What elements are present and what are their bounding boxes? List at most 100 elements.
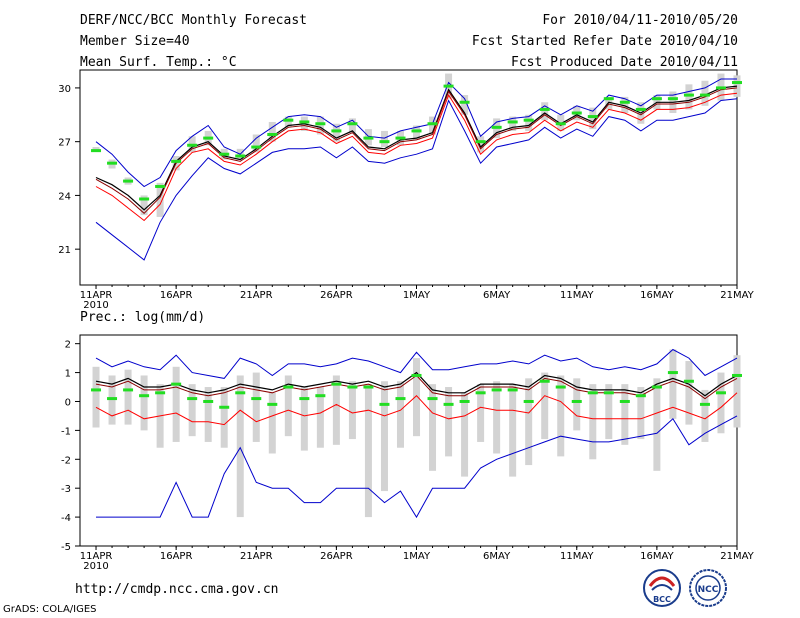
spread-box — [364, 384, 372, 518]
spread-box — [156, 182, 164, 217]
spread-box — [252, 134, 260, 153]
spread-box — [268, 392, 276, 454]
x-tick-label: 21APR — [240, 551, 273, 562]
y-tick-label: 0 — [65, 397, 71, 408]
y-tick-label: 24 — [58, 191, 71, 202]
ncc-logo: NCC — [689, 569, 727, 607]
marker-point — [475, 140, 486, 144]
spread-box — [685, 361, 693, 425]
chart-title: DERF/NCC/BCC Monthly Forecast — [80, 13, 307, 28]
spread-box — [380, 381, 388, 492]
marker-point — [732, 373, 742, 377]
marker-point — [603, 391, 614, 395]
marker-point — [235, 154, 246, 158]
spread-box — [268, 121, 276, 142]
marker-point — [155, 184, 166, 188]
spread-box — [621, 384, 629, 445]
x-tick-label: 1MAY — [403, 551, 431, 562]
marker-point — [571, 399, 582, 403]
marker-point — [619, 399, 630, 403]
spread-box — [589, 384, 597, 460]
marker-point — [139, 394, 150, 398]
series-mean-line — [95, 85, 738, 211]
spread-box — [300, 387, 308, 451]
marker-point — [651, 385, 662, 389]
spread-box — [429, 116, 437, 135]
spread-box — [348, 381, 356, 440]
spread-box — [509, 384, 517, 477]
marker-point — [379, 402, 390, 406]
spread-box — [92, 147, 100, 151]
marker-point — [155, 391, 166, 395]
spread-box — [669, 349, 677, 419]
spread-box — [140, 195, 148, 216]
y-tick-label: -4 — [61, 513, 71, 524]
marker-point — [683, 379, 694, 383]
marker-point — [187, 143, 198, 147]
spread-box — [172, 366, 180, 442]
marker-point — [555, 122, 566, 126]
marker-point — [267, 133, 278, 136]
spread-box — [605, 384, 613, 440]
variable-label: Mean Surf. Temp.: °C — [80, 55, 237, 70]
x-tick-label: 6MAY — [483, 551, 511, 562]
marker-point — [523, 118, 534, 122]
series-median-line — [95, 87, 738, 214]
spread-box — [621, 96, 629, 113]
spread-box — [348, 118, 356, 133]
x-tick-label: 16MAY — [640, 290, 674, 301]
forecast-period: For 2010/04/11-2010/05/20 — [542, 13, 738, 28]
spread-box — [653, 378, 661, 471]
spread-box — [252, 372, 260, 442]
marker-point — [411, 129, 422, 133]
x-tick-label: 21APR — [240, 290, 273, 301]
y-tick-label: 2 — [65, 340, 71, 351]
marker-point — [395, 397, 406, 401]
spread-box — [220, 387, 228, 448]
y-tick-label: 1 — [65, 369, 71, 380]
marker-point — [683, 93, 694, 97]
spread-box — [204, 387, 212, 442]
y-tick-label: -5 — [61, 542, 71, 553]
spread-box — [236, 375, 244, 518]
spread-box — [573, 378, 581, 431]
marker-point — [107, 397, 118, 401]
spread-box — [396, 381, 404, 448]
marker-point — [427, 122, 438, 126]
spread-box — [493, 381, 501, 454]
spread-box — [685, 84, 693, 110]
spread-box — [477, 136, 485, 153]
marker-point — [619, 100, 630, 104]
plot-frame — [79, 334, 738, 547]
series-min-line — [95, 98, 738, 261]
x-tick-label: 11MAY — [560, 290, 594, 301]
marker-point — [267, 402, 278, 406]
x-tick-label: 26APR — [320, 551, 353, 562]
ncc-logo-text: NCC — [698, 585, 719, 595]
x-tick-label: 21MAY — [720, 290, 754, 301]
marker-point — [587, 391, 598, 395]
spread-box — [477, 384, 485, 442]
marker-point — [539, 107, 550, 111]
marker-point — [203, 136, 214, 140]
marker-point — [219, 405, 230, 409]
spread-box — [413, 125, 421, 140]
marker-point — [187, 397, 198, 401]
spread-box — [445, 387, 453, 457]
marker-point — [411, 373, 422, 377]
marker-point — [331, 129, 342, 133]
precip-label: Prec.: log(mm/d) — [80, 310, 206, 325]
marker-point — [395, 136, 406, 140]
x-tick-label: 11APR — [80, 290, 113, 301]
x-tick-year-label: 2010 — [83, 561, 108, 572]
marker-point — [315, 122, 326, 126]
spread-box — [332, 123, 340, 142]
marker-point — [507, 120, 518, 124]
x-tick-label: 16MAY — [640, 551, 674, 562]
marker-point — [363, 136, 374, 140]
header-right: For 2010/04/11-2010/05/20 Fcst Started R… — [472, 10, 738, 73]
marker-point — [171, 159, 182, 163]
source-url[interactable]: http://cmdp.ncc.cma.gov.cn — [75, 582, 279, 597]
